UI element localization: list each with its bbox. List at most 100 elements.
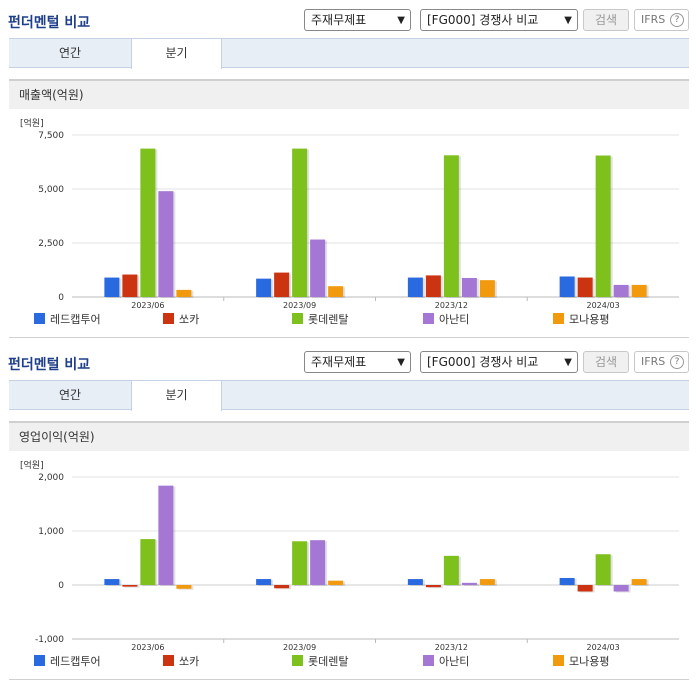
legend-label: 아난티: [439, 313, 469, 326]
legend-swatch: [34, 655, 45, 666]
legend-label: 롯데렌탈: [308, 655, 348, 668]
ifrs-label: IFRS: [641, 355, 666, 368]
y-tick-label: 2,000: [38, 473, 64, 483]
section-title: 영업이익(억원): [9, 421, 689, 451]
tab-annual[interactable]: 연간: [58, 46, 82, 60]
legend-label: 레드캡투어: [50, 313, 101, 326]
legend-swatch: [163, 655, 174, 666]
bar: [176, 289, 192, 297]
statement-select[interactable]: 주재무제표 ▼: [304, 9, 411, 31]
bar: [479, 579, 495, 585]
x-tick-label: 2024/03: [587, 643, 620, 652]
legend-label: 롯데렌탈: [308, 313, 348, 326]
bar: [577, 277, 593, 297]
legend-label: 아난티: [439, 655, 469, 668]
section-title: 매출액(억원): [9, 79, 689, 109]
search-button[interactable]: 검색: [583, 351, 629, 373]
ifrs-help-button[interactable]: IFRS?: [634, 9, 689, 31]
bar: [559, 577, 575, 585]
operating-profit-chart: [억원] -1,000 0 1,000 2,000 2023/06 2023/09 2023/…: [20, 459, 679, 668]
bar: [256, 278, 272, 297]
x-tick-label: 2024/03: [587, 301, 620, 310]
bar: [479, 280, 495, 297]
y-tick-label: -1,000: [35, 635, 64, 645]
chevron-down-icon: ▼: [397, 15, 405, 26]
bar: [631, 284, 647, 297]
statement-select[interactable]: 주재무제표 ▼: [304, 351, 411, 373]
question-icon: ?: [670, 13, 684, 27]
legend-swatch: [423, 655, 434, 666]
legend-label: 레드캡투어: [50, 655, 101, 668]
y-tick-label: 0: [58, 293, 64, 303]
bar: [425, 275, 441, 297]
chevron-down-icon: ▼: [397, 357, 405, 368]
bar: [176, 585, 192, 589]
bar: [140, 148, 156, 297]
bar: [310, 239, 326, 297]
legend-label: 모나용평: [569, 655, 609, 668]
legend-swatch: [423, 313, 434, 324]
legend-label: 쏘카: [179, 313, 199, 326]
question-icon: ?: [670, 355, 684, 369]
bar: [104, 579, 120, 585]
y-unit-label: [억원]: [20, 459, 44, 471]
statement-select-value: 주재무제표: [311, 13, 367, 27]
tab-quarterly[interactable]: 분기: [131, 381, 222, 411]
bar: [274, 585, 290, 589]
bar: [613, 284, 629, 297]
bar: [274, 272, 290, 297]
bar: [443, 555, 459, 585]
x-tick-label: 2023/12: [435, 643, 468, 652]
bar: [158, 191, 174, 297]
y-tick-label: 7,500: [38, 131, 64, 141]
y-unit-label: [억원]: [20, 117, 44, 129]
panel-revenue: 펀더멘털 비교 주재무제표 ▼ [FG000] 경쟁사 비교 ▼ 검색 IFRS? …: [0, 0, 696, 338]
panel-header: 펀더멘털 비교 주재무제표 ▼ [FG000] 경쟁사 비교 ▼ 검색 IFRS?: [0, 342, 696, 380]
bar: [595, 554, 611, 585]
legend-label: 쏘카: [179, 655, 199, 668]
bar: [140, 539, 156, 585]
x-tick-label: 2023/09: [283, 301, 316, 310]
bar: [407, 277, 423, 297]
bar: [461, 277, 477, 297]
bar: [407, 579, 423, 585]
legend-swatch: [553, 313, 564, 324]
panel-title: 펀더멘털 비교: [8, 357, 91, 373]
bar-shadow: [124, 586, 140, 588]
search-button[interactable]: 검색: [583, 9, 629, 31]
bar: [328, 580, 344, 585]
divider: [9, 337, 689, 338]
bar: [328, 286, 344, 297]
x-tick-label: 2023/06: [131, 301, 164, 310]
chevron-down-icon: ▼: [564, 357, 572, 368]
bar: [595, 155, 611, 297]
legend-swatch: [34, 313, 45, 324]
statement-select-value: 주재무제표: [311, 355, 367, 369]
tab-annual[interactable]: 연간: [58, 388, 82, 402]
bar: [158, 485, 174, 585]
divider: [9, 679, 689, 680]
bar: [631, 579, 647, 585]
legend-swatch: [292, 313, 303, 324]
bar: [122, 274, 138, 297]
legend-label: 모나용평: [569, 313, 609, 326]
panel-header: 펀더멘털 비교 주재무제표 ▼ [FG000] 경쟁사 비교 ▼ 검색 IFRS?: [0, 0, 696, 38]
tab-quarterly[interactable]: 분기: [131, 39, 222, 69]
legend-swatch: [292, 655, 303, 666]
y-tick-label: 1,000: [38, 527, 64, 537]
ifrs-label: IFRS: [641, 13, 666, 26]
panel-title: 펀더멘털 비교: [8, 15, 91, 31]
bar: [461, 582, 477, 585]
x-tick-label: 2023/09: [283, 643, 316, 652]
ifrs-help-button[interactable]: IFRS?: [634, 351, 689, 373]
bar: [292, 541, 308, 585]
bar: [310, 540, 326, 585]
panel-operating-profit: 펀더멘털 비교 주재무제표 ▼ [FG000] 경쟁사 비교 ▼ 검색 IFRS? …: [0, 342, 696, 684]
legend-swatch: [553, 655, 564, 666]
bar: [425, 585, 441, 588]
bar: [292, 148, 308, 297]
peer-select[interactable]: [FG000] 경쟁사 비교 ▼: [420, 351, 578, 373]
peer-select[interactable]: [FG000] 경쟁사 비교 ▼: [420, 9, 578, 31]
bar: [443, 155, 459, 297]
period-tabs: 연간 분기: [9, 380, 689, 411]
